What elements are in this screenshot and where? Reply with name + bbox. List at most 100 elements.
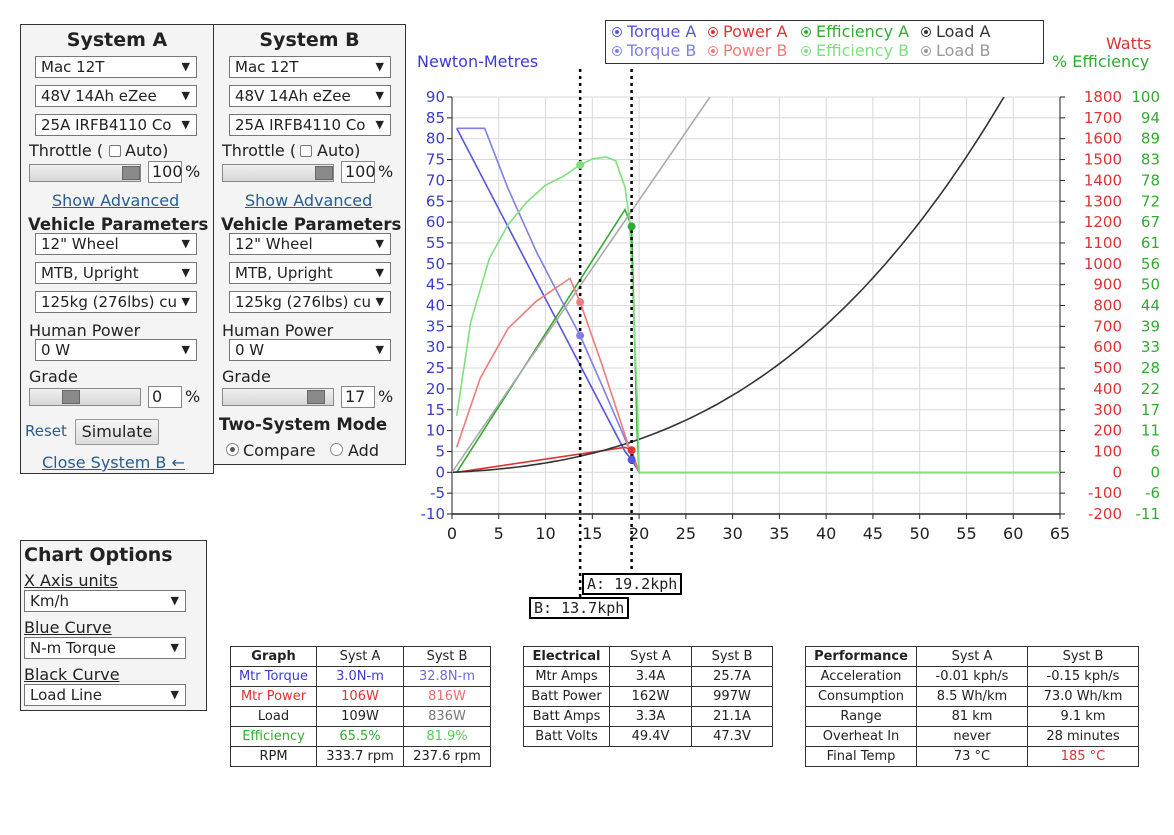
y-eff-tick-label: 22 <box>1141 380 1160 398</box>
electrical-table: Electrical Syst A Syst B Mtr Amps 3.4A 25.7A… <box>523 646 773 747</box>
throttle-input-a[interactable]: 100 <box>148 161 183 183</box>
black-curve-select[interactable]: Load Line ▼ <box>24 684 186 706</box>
chevron-down-icon: ▼ <box>181 89 190 102</box>
show-advanced-link-b[interactable]: Show Advanced <box>245 191 373 210</box>
weight-select-b[interactable]: 125kg (276lbs) cu ▼ <box>229 291 391 313</box>
grade-slider-a[interactable] <box>29 388 141 406</box>
grade-slider-b[interactable] <box>222 388 334 406</box>
auto-checkbox-a[interactable] <box>109 145 121 157</box>
system-a-title: System A <box>66 29 168 51</box>
y-watts-tick-label: 0 <box>1112 463 1122 481</box>
table-row: Mtr Power 106W 816W <box>230 686 491 707</box>
human-power-select-b[interactable]: 0 W ▼ <box>229 339 391 361</box>
blue-curve-select[interactable]: N-m Torque ▼ <box>24 637 186 659</box>
wheel-select-a[interactable]: 12" Wheel ▼ <box>35 233 197 255</box>
riding-select-b[interactable]: MTB, Upright ▼ <box>229 262 391 284</box>
radio-dot-icon <box>708 46 718 56</box>
chevron-down-icon: ▼ <box>181 237 190 250</box>
compare-radio[interactable] <box>226 443 239 456</box>
chevron-down-icon: ▼ <box>181 118 190 131</box>
grade-input-a[interactable]: 0 <box>148 386 182 408</box>
y-left-tick-label: 0 <box>435 463 445 481</box>
legend-load-a[interactable]: Load A <box>921 22 990 41</box>
add-radio[interactable] <box>330 443 343 456</box>
close-system-b-link[interactable]: Close System B ← <box>42 453 185 472</box>
chevron-down-icon: ▼ <box>170 594 179 607</box>
left-axis-title: Newton-Metres <box>417 52 539 71</box>
motor-select-b[interactable]: Mac 12T ▼ <box>229 56 391 78</box>
radio-dot-icon <box>612 46 622 56</box>
y-left-tick-label: 40 <box>426 297 445 315</box>
throttle-input-b[interactable]: 100 <box>341 161 376 183</box>
watts-axis-title: Watts <box>1106 34 1152 53</box>
y-watts-tick-label: 400 <box>1093 380 1122 398</box>
radio-dot-icon <box>708 27 718 37</box>
chart-options-panel: Chart Options X Axis units Km/h ▼ Blue Cu… <box>20 540 207 711</box>
legend-efficiency-b[interactable]: Efficiency B <box>801 41 909 60</box>
graph-table: Graph Syst A Syst B Mtr Torque 3.0N-m 32.8N-… <box>230 646 491 767</box>
series-line-power-b <box>455 277 640 473</box>
weight-select-a[interactable]: 125kg (276lbs) cu ▼ <box>35 291 197 313</box>
y-left-tick-label: 45 <box>426 276 445 294</box>
black-curve-label: Black Curve <box>24 665 120 684</box>
battery-select-b[interactable]: 48V 14Ah eZee ▼ <box>229 85 391 107</box>
controller-select-a[interactable]: 25A IRFB4110 Co ▼ <box>35 114 197 136</box>
x-tick-label: 55 <box>956 524 976 543</box>
series-line-load-a <box>452 97 1005 474</box>
table-row: Load 109W 836W <box>230 706 491 727</box>
legend-torque-a[interactable]: Torque A <box>612 22 696 41</box>
throttle-slider-a[interactable] <box>29 164 141 182</box>
power-b-point <box>576 298 585 307</box>
legend-torque-b[interactable]: Torque B <box>612 41 696 60</box>
human-power-select-a[interactable]: 0 W ▼ <box>35 339 197 361</box>
legend-power-a[interactable]: Power A <box>708 22 787 41</box>
radio-dot-icon <box>612 27 622 37</box>
y-watts-tick-label: -200 <box>1088 505 1122 523</box>
auto-checkbox-b[interactable] <box>300 145 312 157</box>
y-left-tick-label: 20 <box>426 380 445 398</box>
y-eff-tick-label: 44 <box>1141 297 1160 315</box>
grade-input-b[interactable]: 17 <box>341 386 375 408</box>
system-b-title: System B <box>259 29 360 51</box>
y-watts-tick-label: 1600 <box>1084 130 1122 148</box>
x-tick-label: 30 <box>722 524 742 543</box>
controller-select-b[interactable]: 25A IRFB4110 Co ▼ <box>229 114 391 136</box>
y-left-tick-label: 35 <box>426 317 445 335</box>
wheel-select-b[interactable]: 12" Wheel ▼ <box>229 233 391 255</box>
table-row: Final Temp 73 °C 185 °C <box>805 746 1139 767</box>
x-tick-label: 0 <box>447 524 457 543</box>
torque-a-point <box>627 455 636 464</box>
y-watts-tick-label: 1100 <box>1084 234 1122 252</box>
percent-label: % <box>185 162 201 181</box>
simulate-button[interactable]: Simulate <box>75 419 159 445</box>
legend-efficiency-a[interactable]: Efficiency A <box>801 22 909 41</box>
y-watts-tick-label: 100 <box>1093 442 1122 460</box>
series-line-load-b <box>452 97 711 473</box>
legend-power-b[interactable]: Power B <box>708 41 787 60</box>
y-left-tick-label: -10 <box>421 505 446 523</box>
y-watts-tick-label: 1500 <box>1084 151 1122 169</box>
x-axis-units-label: X Axis units <box>24 571 118 590</box>
reset-link[interactable]: Reset <box>25 422 67 440</box>
y-left-tick-label: 90 <box>426 88 445 106</box>
table-header-row: Performance Syst A Syst B <box>805 646 1139 667</box>
chevron-down-icon: ▼ <box>375 89 384 102</box>
y-watts-tick-label: 1300 <box>1084 192 1122 210</box>
y-eff-tick-label: 17 <box>1141 401 1160 419</box>
table-row: Efficiency 65.5% 81.9% <box>230 726 491 747</box>
chevron-down-icon: ▼ <box>170 641 179 654</box>
y-eff-tick-label: 78 <box>1141 171 1160 189</box>
legend-load-b[interactable]: Load B <box>921 41 990 60</box>
motor-select-a[interactable]: Mac 12T ▼ <box>35 56 197 78</box>
x-axis-units-select[interactable]: Km/h ▼ <box>24 590 186 612</box>
show-advanced-link-a[interactable]: Show Advanced <box>52 191 180 210</box>
throttle-slider-b[interactable] <box>222 164 334 182</box>
series-line-torque-b <box>456 127 640 473</box>
battery-select-a[interactable]: 48V 14Ah eZee ▼ <box>35 85 197 107</box>
system-a-panel: System A Mac 12T ▼ 48V 14Ah eZee ▼ 25A IRF… <box>20 24 214 474</box>
y-eff-tick-label: 89 <box>1141 130 1160 148</box>
y-left-tick-label: 60 <box>426 213 445 231</box>
y-eff-tick-label: 72 <box>1141 192 1160 210</box>
riding-select-a[interactable]: MTB, Upright ▼ <box>35 262 197 284</box>
